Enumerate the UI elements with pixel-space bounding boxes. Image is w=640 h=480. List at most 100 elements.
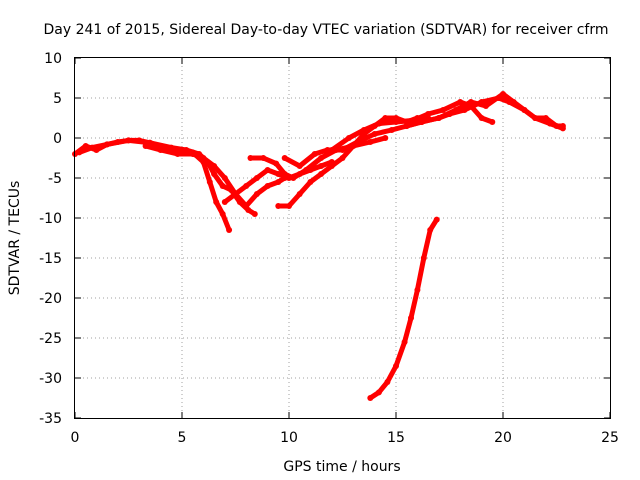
- data-point: [125, 137, 132, 144]
- y-tick-label: -5: [48, 171, 62, 187]
- data-point: [76, 149, 83, 156]
- data-point: [345, 135, 352, 141]
- series-line-track-11: [367, 217, 440, 401]
- y-tick-label: -10: [39, 211, 62, 227]
- data-point: [243, 183, 250, 189]
- data-point: [275, 179, 282, 185]
- data-point: [328, 163, 335, 169]
- data-point: [275, 171, 282, 177]
- data-point: [168, 144, 175, 151]
- data-point: [281, 171, 288, 177]
- data-point: [253, 191, 260, 197]
- y-tick-label: -30: [39, 371, 62, 387]
- data-point: [461, 107, 468, 113]
- data-point: [221, 175, 228, 181]
- data-point: [339, 147, 346, 153]
- data-point: [281, 155, 288, 161]
- data-point: [142, 143, 149, 149]
- data-point: [104, 141, 111, 148]
- chart-title: Day 241 of 2015, Sidereal Day-to-day VTE…: [44, 22, 609, 38]
- data-point: [307, 179, 314, 185]
- data-point: [247, 155, 254, 161]
- data-point: [532, 115, 539, 121]
- data-point: [264, 183, 271, 189]
- data-point: [221, 199, 228, 205]
- data-point: [324, 147, 331, 153]
- data-point: [478, 115, 485, 121]
- data-point: [401, 339, 408, 345]
- x-tick-label: 10: [280, 430, 298, 446]
- data-point: [339, 155, 346, 161]
- data-point: [382, 115, 389, 121]
- data-point: [414, 287, 421, 293]
- data-point: [418, 119, 425, 125]
- data-point: [219, 211, 226, 217]
- data-point: [384, 379, 391, 385]
- data-point: [273, 160, 280, 167]
- y-tick-label: 0: [53, 131, 62, 147]
- data-point: [506, 99, 513, 105]
- y-tick-label: -25: [39, 331, 62, 347]
- data-point: [243, 203, 250, 209]
- data-point: [433, 216, 440, 223]
- data-point: [219, 183, 226, 189]
- data-point: [296, 191, 303, 197]
- data-point: [403, 123, 410, 129]
- data-point: [211, 163, 218, 169]
- x-tick-label: 20: [494, 430, 512, 446]
- data-point: [420, 255, 427, 261]
- data-point: [467, 99, 474, 105]
- plot-frame: [74, 57, 611, 419]
- y-tick-label: -35: [39, 411, 62, 427]
- y-tick-label: 5: [53, 91, 62, 107]
- data-point: [264, 167, 271, 173]
- data-point: [435, 115, 442, 121]
- data-point: [482, 103, 489, 109]
- data-point: [382, 135, 389, 141]
- x-tick-label: 0: [71, 430, 80, 446]
- data-point: [393, 119, 399, 125]
- data-point: [318, 163, 325, 169]
- data-point: [211, 171, 218, 177]
- y-axis-label: SDTVAR / TECUs: [7, 181, 23, 296]
- data-point: [89, 144, 96, 151]
- data-point: [408, 315, 414, 321]
- data-point: [457, 99, 464, 105]
- data-point: [547, 120, 554, 127]
- data-point: [303, 167, 310, 173]
- data-point: [427, 227, 434, 233]
- data-point: [478, 99, 485, 105]
- data-point: [206, 179, 213, 185]
- data-point: [393, 363, 399, 369]
- data-point: [354, 139, 361, 145]
- data-point: [200, 155, 207, 161]
- y-tick-label: -15: [39, 251, 62, 267]
- x-tick-label: 15: [387, 430, 405, 446]
- data-point: [440, 107, 447, 113]
- data-point: [260, 155, 267, 161]
- data-point: [311, 151, 318, 157]
- data-point: [189, 151, 196, 157]
- data-point: [157, 147, 164, 153]
- data-point: [500, 91, 506, 97]
- data-point: [559, 125, 566, 132]
- data-point: [495, 95, 502, 101]
- data-point: [318, 155, 325, 161]
- data-point: [446, 111, 453, 117]
- data-point: [318, 171, 325, 177]
- x-tick-label: 5: [178, 430, 187, 446]
- data-point: [253, 175, 260, 181]
- data-point: [388, 127, 395, 133]
- data-point: [371, 131, 378, 137]
- data-point: [360, 127, 367, 133]
- data-point: [290, 175, 297, 181]
- data-point: [251, 211, 258, 217]
- axis-ticks: 0 5 10 15 20 25 10 5 0 -5 -10 -15 -20 -25 -30 -35: [39, 51, 619, 446]
- data-point: [213, 199, 220, 205]
- data-point: [375, 120, 382, 127]
- y-tick-label: -20: [39, 291, 62, 307]
- data-point: [328, 147, 335, 153]
- data-point: [226, 227, 233, 233]
- y-tick-label: 10: [44, 51, 62, 67]
